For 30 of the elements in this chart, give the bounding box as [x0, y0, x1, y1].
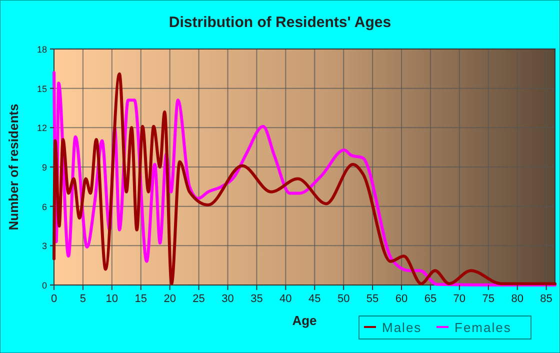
x-tick-label: 75: [482, 293, 495, 305]
x-tick-label: 65: [424, 293, 437, 305]
x-tick-label: 5: [80, 293, 86, 305]
x-tick-label: 25: [192, 293, 205, 305]
x-tick-label: 20: [164, 293, 176, 305]
x-tick-label: 45: [308, 293, 321, 305]
x-tick-label: 0: [50, 293, 58, 305]
y-axis-title: Number of residents: [6, 104, 21, 230]
x-tick-label: 35: [250, 293, 263, 305]
x-tick-label: 60: [395, 293, 408, 305]
x-axis-title: Age: [292, 313, 317, 328]
x-tick-label: 80: [511, 293, 524, 305]
y-tick-label: 6: [42, 202, 47, 212]
y-tick-label: 18: [36, 44, 47, 54]
y-tick-label: 12: [36, 123, 47, 134]
y-tick-label: 0: [42, 280, 47, 290]
x-tick-label: 50: [337, 293, 350, 305]
x-tick-label: 30: [222, 293, 234, 305]
legend-label: Females: [454, 320, 512, 335]
x-tick-label: 85: [540, 293, 552, 305]
x-tick-label: 15: [134, 293, 148, 305]
y-tick-label: 9: [42, 162, 47, 172]
y-tick-label: 15: [36, 84, 47, 94]
x-tick-label: 40: [280, 293, 292, 305]
x-tick-label: 10: [106, 293, 118, 305]
x-tick-label: 70: [453, 293, 466, 305]
chart-title: Distribution of Residents' Ages: [168, 14, 392, 31]
x-tick-label: 55: [366, 293, 379, 305]
y-tick-label: 3: [42, 241, 47, 252]
legend-label: Males: [382, 320, 422, 335]
